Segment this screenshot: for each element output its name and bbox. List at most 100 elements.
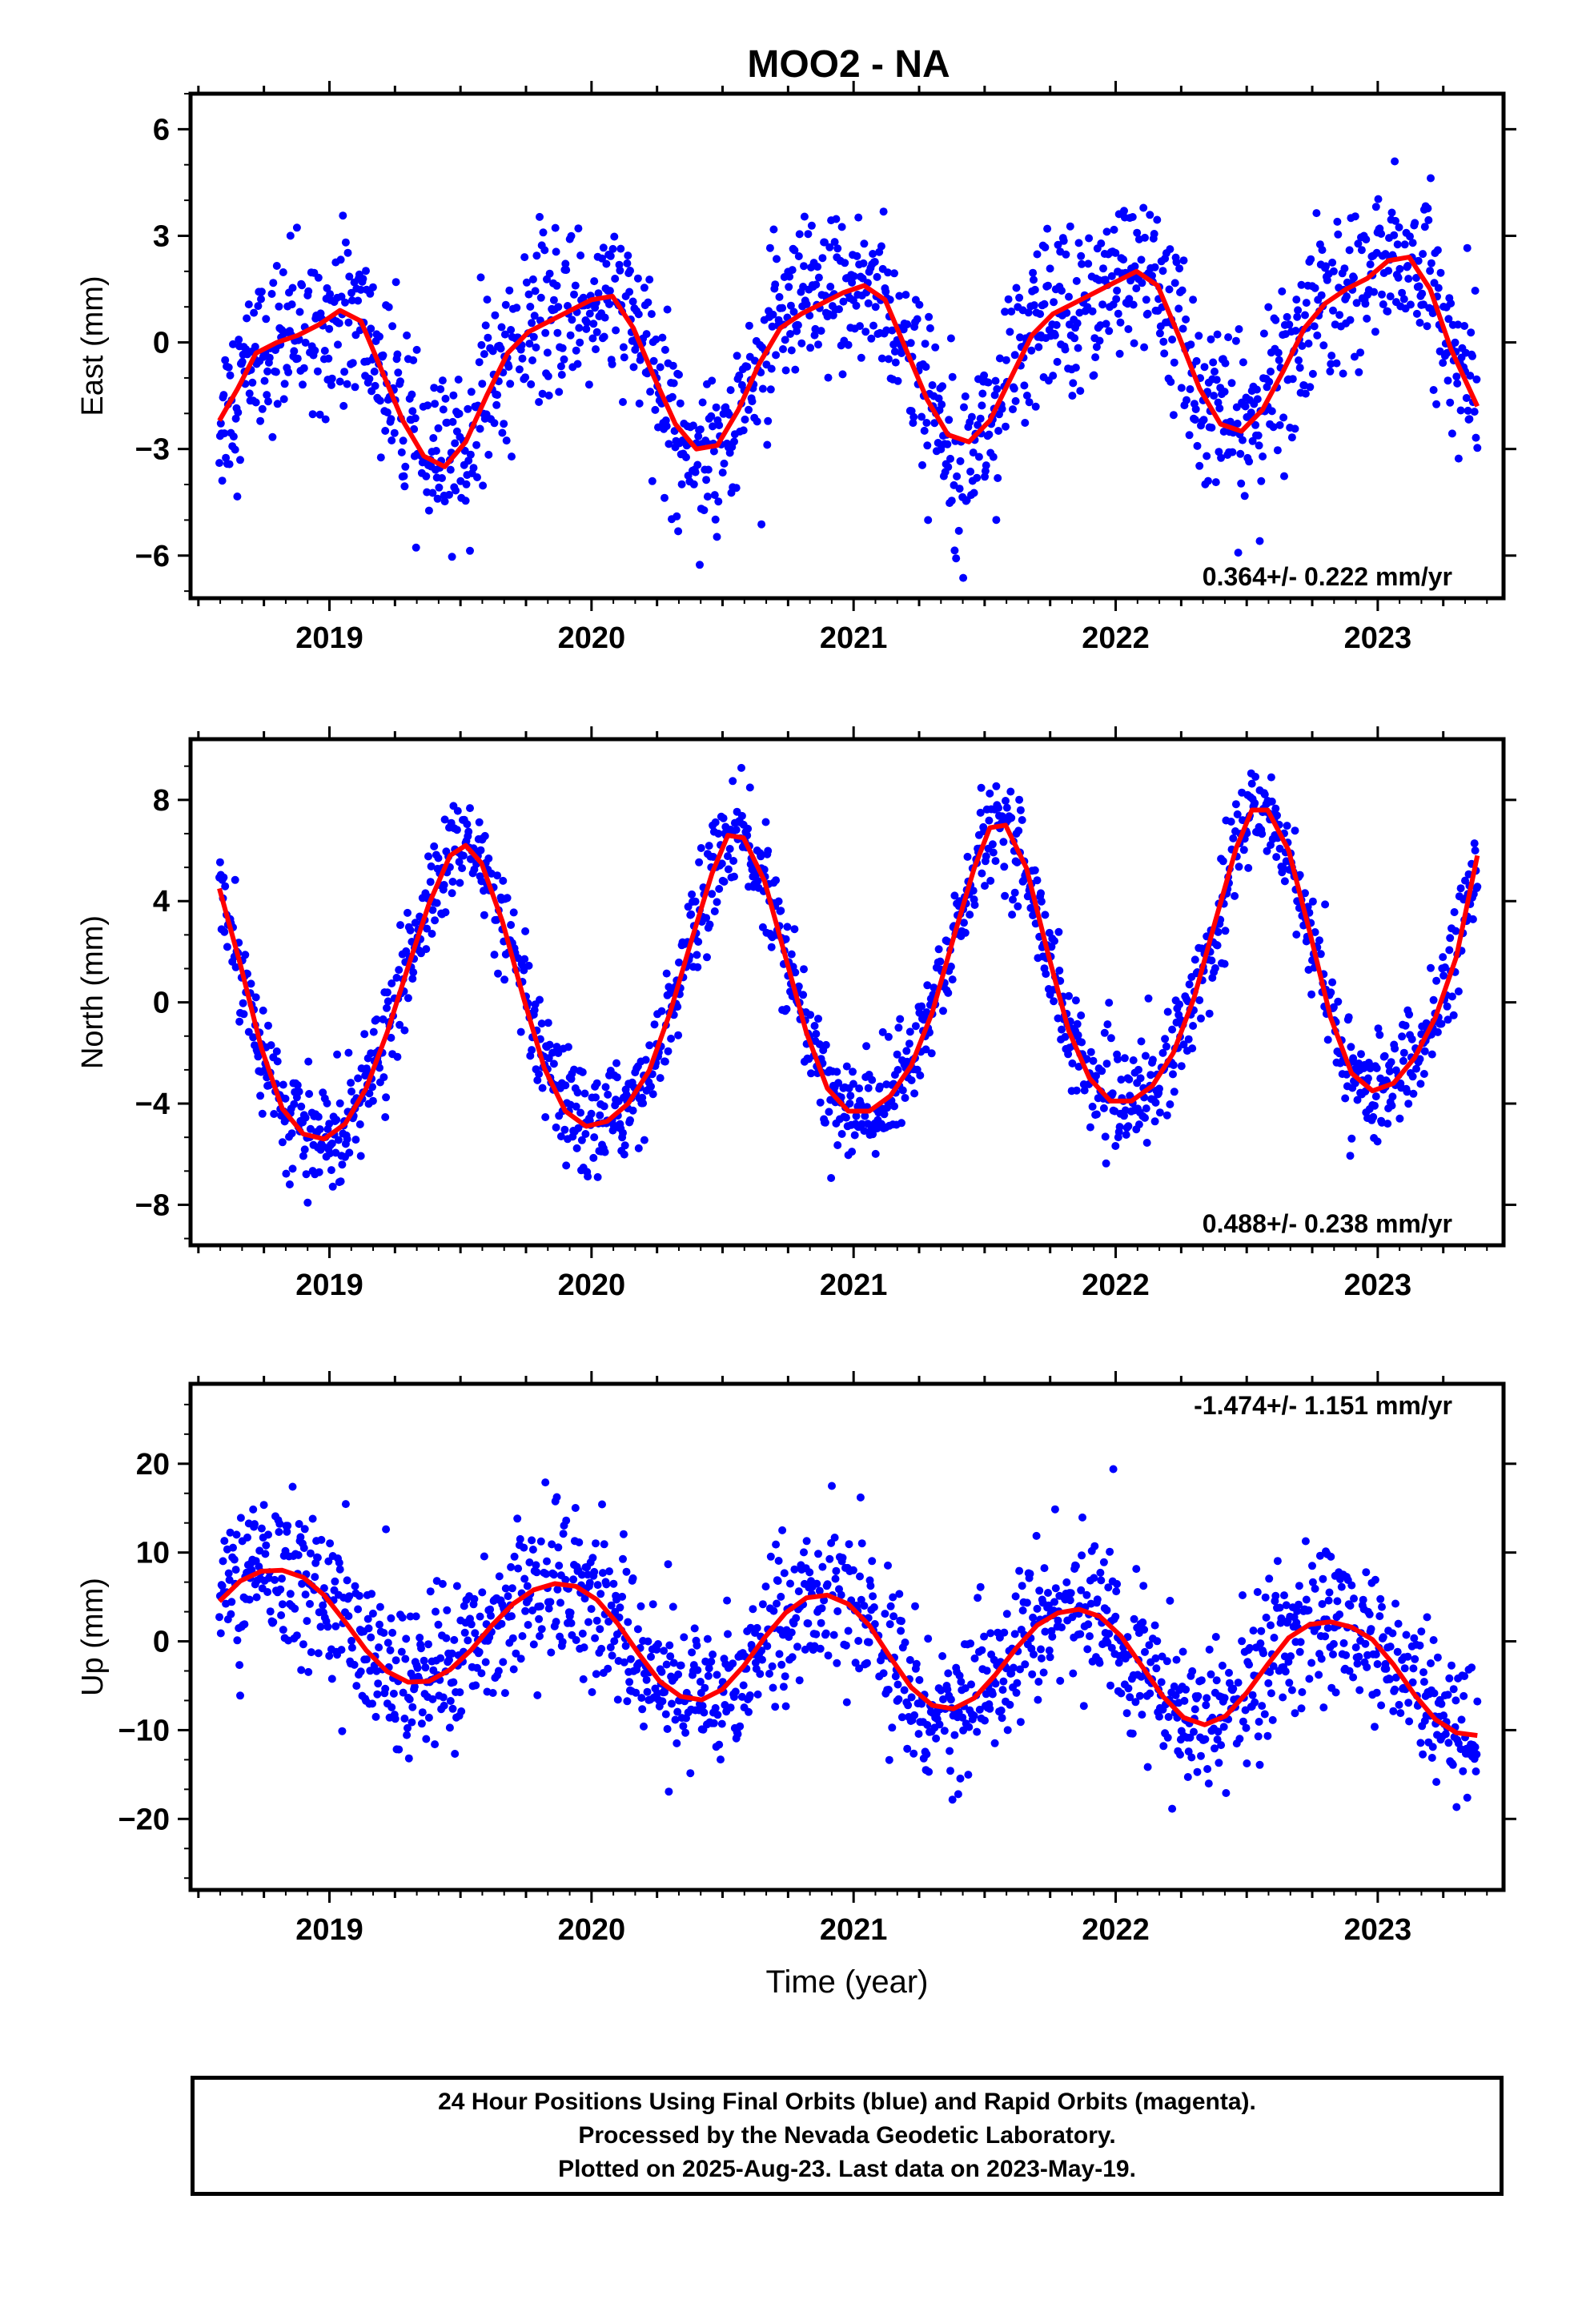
data-point xyxy=(870,258,879,266)
data-point xyxy=(355,1591,363,1600)
data-point xyxy=(1406,300,1415,309)
data-point xyxy=(709,1719,718,1727)
data-point xyxy=(913,315,921,324)
data-point xyxy=(1315,1551,1324,1560)
data-point xyxy=(1225,1668,1233,1677)
data-point xyxy=(938,400,946,409)
data-point xyxy=(863,1659,871,1667)
data-point xyxy=(790,246,799,255)
data-point xyxy=(1033,1604,1042,1613)
data-point xyxy=(1037,897,1046,906)
data-point xyxy=(1301,311,1309,320)
data-point xyxy=(998,1686,1007,1695)
data-point xyxy=(552,281,561,290)
data-point xyxy=(334,1136,343,1144)
data-point xyxy=(1443,1691,1452,1699)
data-point xyxy=(733,1730,742,1739)
data-point xyxy=(1317,1655,1326,1663)
data-point xyxy=(1124,1684,1133,1693)
data-point xyxy=(575,324,584,332)
data-point xyxy=(514,954,523,963)
data-point xyxy=(1427,963,1435,972)
data-point xyxy=(399,436,408,445)
data-point xyxy=(288,283,297,292)
data-point xyxy=(1150,263,1159,271)
data-point xyxy=(645,275,654,284)
data-point xyxy=(713,898,721,907)
data-point xyxy=(950,546,959,555)
data-point xyxy=(229,340,237,348)
data-point xyxy=(596,1590,605,1598)
data-point xyxy=(270,1110,279,1118)
data-point xyxy=(952,554,961,563)
data-point xyxy=(375,332,383,341)
data-point xyxy=(507,921,516,929)
data-point xyxy=(271,1575,279,1584)
data-point xyxy=(992,516,1001,525)
data-point xyxy=(1470,839,1479,848)
data-point xyxy=(1328,258,1337,267)
x-tick-label: 2019 xyxy=(295,621,363,655)
data-point xyxy=(723,1596,732,1605)
data-point xyxy=(700,506,709,515)
data-point xyxy=(1209,358,1218,367)
y-tick-label: −6 xyxy=(135,540,170,573)
data-point xyxy=(1347,1581,1356,1590)
data-point xyxy=(347,1079,355,1088)
data-point xyxy=(1471,287,1480,295)
data-point xyxy=(648,1600,657,1609)
data-point xyxy=(1403,1652,1412,1661)
data-point xyxy=(436,1654,445,1663)
data-point xyxy=(241,951,250,959)
data-point xyxy=(1191,1705,1199,1714)
data-point xyxy=(359,275,367,283)
data-point xyxy=(476,424,484,433)
data-point xyxy=(657,1667,666,1676)
data-point xyxy=(920,426,929,435)
data-point xyxy=(781,1702,790,1711)
data-point xyxy=(976,414,985,423)
data-point xyxy=(520,1543,528,1552)
data-point xyxy=(806,344,815,352)
data-point xyxy=(961,1684,970,1693)
data-point xyxy=(768,1662,777,1671)
data-point xyxy=(356,1667,365,1676)
data-point xyxy=(516,1534,524,1543)
data-point xyxy=(343,380,351,388)
data-point xyxy=(1322,262,1330,271)
data-point xyxy=(833,1068,841,1076)
data-point xyxy=(990,1739,999,1747)
data-point xyxy=(647,310,656,319)
data-point xyxy=(1221,927,1230,935)
data-point xyxy=(1433,246,1442,255)
data-point xyxy=(449,391,458,400)
data-point xyxy=(1191,405,1200,413)
data-point xyxy=(452,1582,461,1590)
data-point xyxy=(1179,1040,1188,1049)
data-point xyxy=(1266,1668,1275,1676)
data-point xyxy=(488,347,497,356)
data-point xyxy=(797,339,806,348)
data-point xyxy=(869,1592,877,1601)
data-point xyxy=(604,1090,612,1099)
data-point xyxy=(1409,1089,1418,1098)
data-point xyxy=(293,1081,302,1089)
data-point xyxy=(1279,413,1288,422)
data-point xyxy=(1426,267,1435,275)
data-point xyxy=(373,1690,382,1699)
data-point xyxy=(216,1629,225,1638)
data-point xyxy=(998,812,1006,821)
data-point xyxy=(818,1562,827,1571)
data-point xyxy=(998,1714,1006,1723)
data-point xyxy=(413,1663,422,1672)
data-point xyxy=(1182,315,1191,324)
data-point xyxy=(528,356,536,364)
data-point xyxy=(884,1686,893,1694)
data-point xyxy=(426,1587,435,1596)
data-point xyxy=(1184,1035,1193,1043)
data-point xyxy=(758,384,767,393)
data-point xyxy=(877,354,886,363)
data-point xyxy=(1022,392,1031,400)
data-point xyxy=(917,412,926,421)
